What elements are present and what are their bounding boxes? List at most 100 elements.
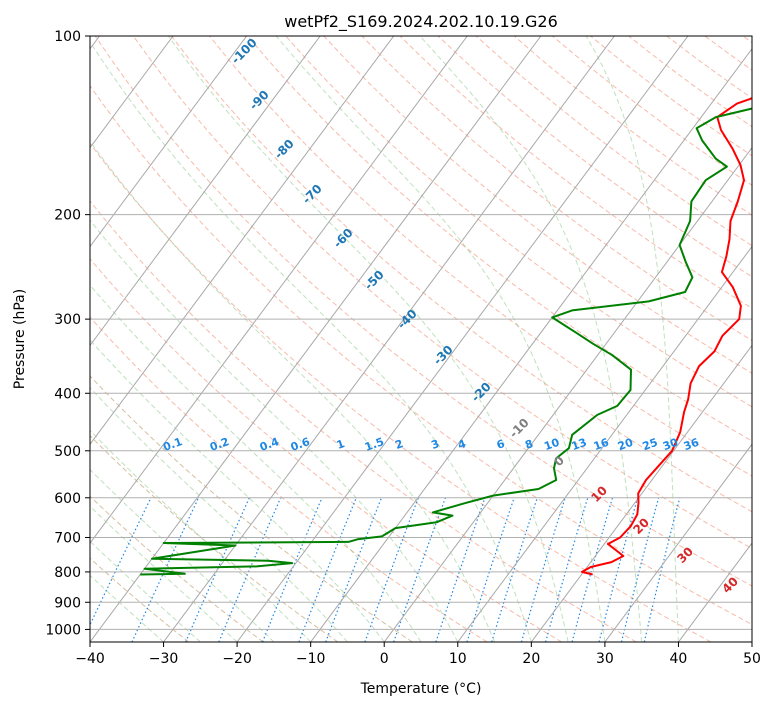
mixing-ratio-label: 6 bbox=[495, 437, 507, 452]
moist-adiabat bbox=[275, 36, 606, 642]
mixing-ratio-line bbox=[393, 497, 447, 642]
x-tick-label: −10 bbox=[296, 651, 326, 667]
y-tick-label: 200 bbox=[54, 208, 81, 224]
mixing-ratio-label: 1 bbox=[335, 437, 347, 452]
mixing-ratio-label: 25 bbox=[641, 436, 660, 453]
mixing-ratio-label: 0.4 bbox=[258, 435, 281, 454]
moist-adiabat bbox=[585, 36, 679, 642]
moist-adiabat bbox=[419, 36, 643, 642]
moist-adiabat bbox=[90, 40, 532, 642]
mixing-ratio-line bbox=[218, 497, 282, 642]
isotherm-line bbox=[457, 245, 752, 642]
x-tick-label: −40 bbox=[75, 651, 105, 667]
dry-adiabat bbox=[247, 36, 752, 442]
x-tick-label: 10 bbox=[449, 651, 467, 667]
isotherm-line bbox=[90, 36, 395, 446]
isotherm-line bbox=[90, 36, 174, 149]
dry-adiabat bbox=[90, 316, 488, 642]
mixing-ratio-label: 0.2 bbox=[208, 435, 231, 454]
mixing-ratio-line bbox=[131, 497, 200, 642]
moist-adiabat bbox=[90, 219, 459, 642]
y-tick-label: 400 bbox=[54, 386, 81, 402]
x-tick-label: 50 bbox=[743, 651, 761, 667]
mixing-ratio-label: 8 bbox=[523, 437, 535, 452]
mixing-ratio-line bbox=[598, 497, 639, 642]
dry-adiabat bbox=[209, 36, 752, 477]
dry-adiabat bbox=[171, 36, 752, 513]
mixing-ratio-line bbox=[325, 497, 383, 642]
dry-adiabat bbox=[90, 434, 339, 642]
mixing-ratio-line bbox=[364, 497, 419, 642]
moist-adiabat bbox=[90, 386, 348, 642]
mixing-ratio-label: 10 bbox=[542, 436, 561, 454]
mixing-ratio-label: 16 bbox=[592, 436, 611, 454]
moist-adiabat bbox=[90, 468, 275, 642]
temperature-line bbox=[581, 97, 752, 576]
plot-background bbox=[90, 36, 752, 642]
isotherm-line bbox=[90, 36, 248, 248]
mixing-ratio-line bbox=[643, 497, 681, 642]
mixing-ratio-line bbox=[545, 497, 589, 642]
mixing-ratio-line bbox=[435, 497, 486, 642]
isotherm-line bbox=[310, 47, 752, 642]
isotherm-line bbox=[383, 146, 752, 642]
mixing-ratio-line bbox=[491, 497, 538, 642]
isotherm-line bbox=[604, 443, 752, 642]
dry-adiabat bbox=[323, 36, 752, 374]
y-tick-label: 500 bbox=[54, 444, 81, 460]
x-tick-label: 40 bbox=[670, 651, 688, 667]
y-tick-label: 600 bbox=[54, 491, 81, 507]
moist-adiabat bbox=[90, 140, 496, 642]
mixing-ratio-line bbox=[520, 497, 566, 642]
mixing-ratio-label: 0.6 bbox=[289, 435, 312, 454]
isotherm-line bbox=[90, 36, 468, 544]
dewpoint-line bbox=[140, 107, 752, 576]
x-tick-label: 0 bbox=[380, 651, 389, 667]
y-tick-label: 900 bbox=[54, 595, 81, 611]
dry-adiabat bbox=[90, 142, 712, 642]
y-axis-label: Pressure (hPa) bbox=[12, 289, 28, 389]
mixing-ratio-line bbox=[621, 497, 660, 642]
dry-adiabat bbox=[90, 557, 190, 642]
mixing-ratio-label: 13 bbox=[570, 436, 589, 453]
isotherm-line bbox=[530, 344, 752, 642]
mixing-ratio-label: 2 bbox=[393, 437, 405, 452]
y-tick-label: 1000 bbox=[45, 622, 81, 638]
dry-adiabat bbox=[90, 258, 562, 642]
mixing-ratio-label: 0.1 bbox=[161, 435, 184, 454]
x-tick-label: −20 bbox=[222, 651, 252, 667]
mixing-ratio-line bbox=[571, 497, 614, 642]
x-tick-label: −30 bbox=[149, 651, 179, 667]
isotherm-line bbox=[163, 36, 615, 642]
mixing-ratio-line bbox=[298, 497, 357, 642]
isotherm-line bbox=[751, 641, 752, 642]
mixing-ratio-line bbox=[466, 497, 515, 642]
isotherm-line bbox=[90, 36, 542, 642]
mixing-ratio-label: 20 bbox=[616, 436, 635, 454]
plot-frame bbox=[89, 35, 753, 643]
dry-adiabat bbox=[90, 200, 637, 642]
dry-adiabat bbox=[90, 84, 752, 626]
mixing-ratio-label: 4 bbox=[456, 437, 468, 452]
mixing-ratio-label: 36 bbox=[682, 436, 701, 454]
isotherm-line bbox=[90, 36, 321, 347]
mixing-ratio-line bbox=[185, 497, 250, 642]
x-tick-label: 30 bbox=[596, 651, 614, 667]
dry-adiabat bbox=[399, 36, 752, 309]
dry-adiabat bbox=[361, 36, 752, 342]
mixing-ratio-label: 1.5 bbox=[363, 435, 386, 454]
mixing-ratio-line bbox=[261, 497, 323, 642]
mixing-ratio-label: 30 bbox=[661, 436, 680, 454]
y-tick-label: 800 bbox=[54, 565, 81, 581]
chart-title: wetPf2_S169.2024.202.10.19.G26 bbox=[284, 12, 558, 32]
mixing-ratio-line bbox=[90, 497, 152, 627]
y-tick-label: 300 bbox=[54, 312, 81, 328]
x-tick-label: 20 bbox=[522, 651, 540, 667]
moist-adiabat bbox=[167, 36, 569, 642]
y-tick-label: 700 bbox=[54, 531, 81, 547]
isotherm-line bbox=[236, 36, 689, 642]
moist-adiabat bbox=[90, 284, 422, 642]
y-tick-label: 100 bbox=[54, 29, 81, 45]
x-axis-label: Temperature (°C) bbox=[360, 681, 482, 697]
